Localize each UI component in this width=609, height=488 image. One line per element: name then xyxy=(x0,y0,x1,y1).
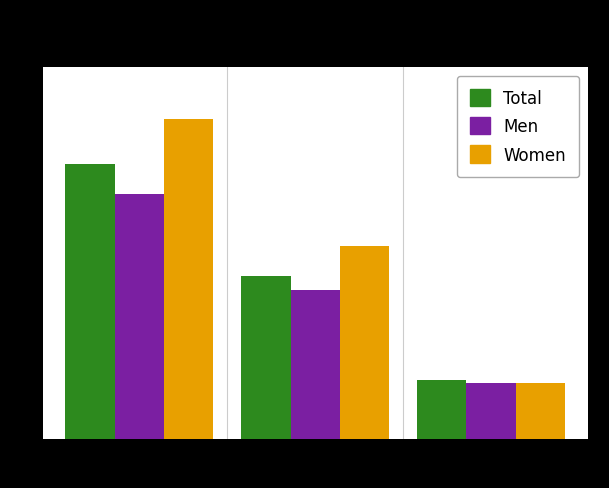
Legend: Total, Men, Women: Total, Men, Women xyxy=(457,77,579,178)
Bar xyxy=(516,384,565,439)
Bar xyxy=(417,380,466,439)
Bar xyxy=(241,276,290,439)
Bar xyxy=(466,384,516,439)
Bar xyxy=(114,194,164,439)
Bar xyxy=(164,120,213,439)
Bar xyxy=(290,291,340,439)
Bar xyxy=(66,165,114,439)
Bar xyxy=(340,246,389,439)
